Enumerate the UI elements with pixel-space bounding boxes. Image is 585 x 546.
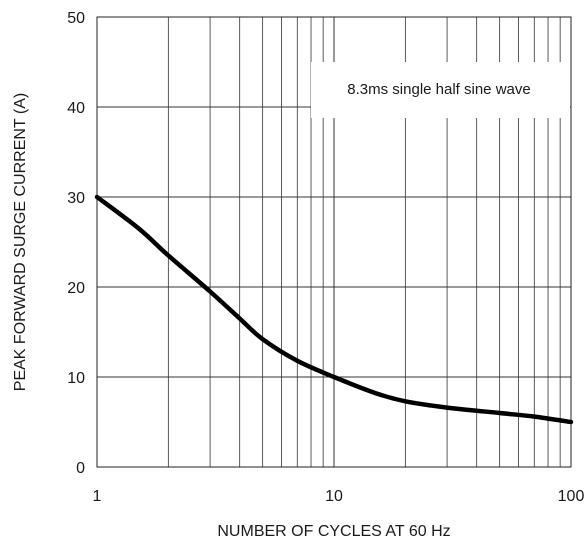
x-axis-title: NUMBER OF CYCLES AT 60 Hz bbox=[217, 523, 450, 540]
x-tick-labels: 1 10 100 bbox=[93, 488, 585, 505]
plot-frame bbox=[96, 16, 572, 468]
annotation-text: 8.3ms single half sine wave bbox=[347, 81, 530, 98]
x-tick-label: 1 bbox=[93, 488, 102, 505]
y-tick-label: 40 bbox=[67, 100, 85, 117]
surge-current-curve bbox=[94, 194, 574, 425]
y-axis-title: PEAK FORWARD SURGE CURRENT (A) bbox=[12, 93, 29, 391]
y-tick-label: 10 bbox=[67, 370, 85, 387]
y-tick-label: 30 bbox=[67, 190, 85, 207]
y-tick-label: 20 bbox=[67, 280, 85, 297]
y-tick-labels: 0 10 20 30 40 50 bbox=[67, 10, 85, 477]
x-tick-label: 100 bbox=[558, 488, 585, 505]
grid-lines bbox=[97, 17, 571, 467]
y-tick-label: 0 bbox=[76, 460, 85, 477]
y-tick-label: 50 bbox=[67, 10, 85, 27]
annotation-background bbox=[311, 62, 570, 118]
x-tick-label: 10 bbox=[325, 488, 343, 505]
annotation-box: 8.3ms single half sine wave bbox=[311, 62, 570, 118]
